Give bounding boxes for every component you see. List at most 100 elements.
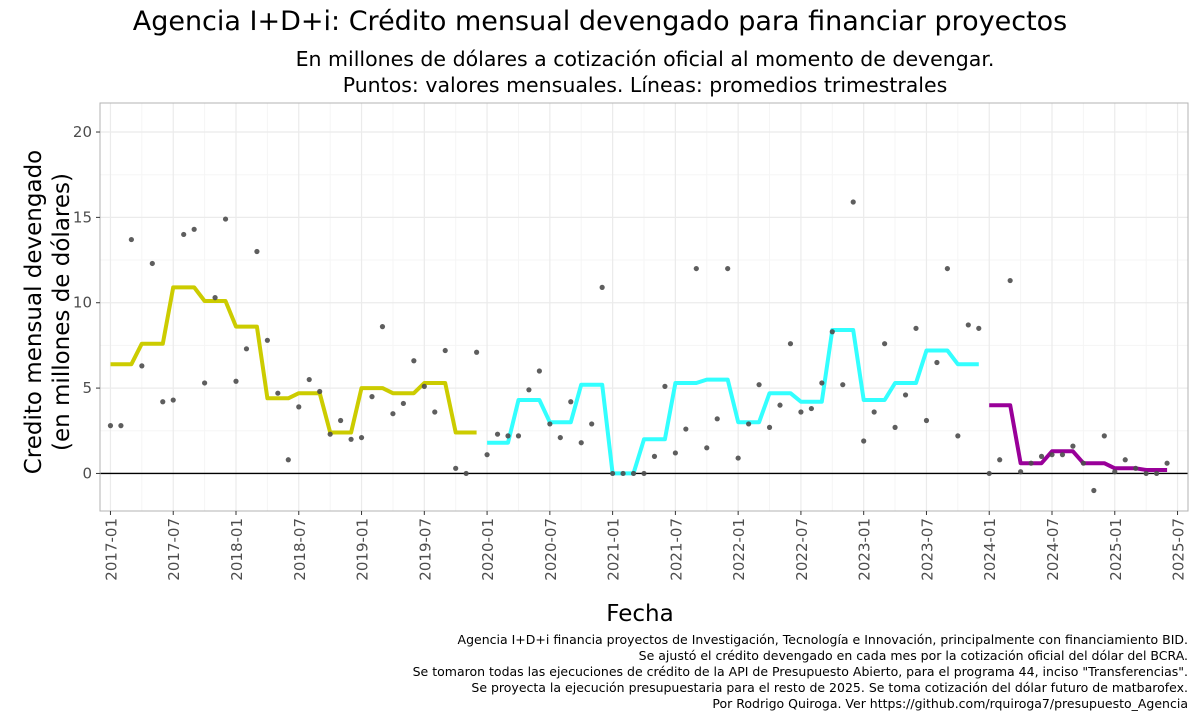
data-point xyxy=(850,199,856,205)
data-point xyxy=(494,431,501,437)
data-point xyxy=(798,409,804,415)
data-point xyxy=(254,248,260,255)
data-point xyxy=(181,231,187,238)
data-point xyxy=(1133,465,1139,471)
data-point xyxy=(369,394,375,400)
data-point xyxy=(892,424,898,430)
x-tick-label: 2020-01 xyxy=(479,518,497,581)
data-point xyxy=(379,324,386,330)
data-point xyxy=(285,457,291,463)
data-point xyxy=(202,380,208,386)
data-point xyxy=(1018,469,1024,475)
panel-border xyxy=(99,102,1189,512)
data-point xyxy=(714,416,720,422)
data-point xyxy=(944,265,950,272)
data-point xyxy=(536,368,542,374)
x-tick-label: 2017-01 xyxy=(102,518,120,581)
caption-line: Por Rodrigo Quiroga. Ver https://github.… xyxy=(712,696,1188,711)
data-point xyxy=(557,434,563,441)
data-point xyxy=(128,236,134,243)
data-point xyxy=(578,440,584,446)
minor-gridlines xyxy=(100,103,1188,511)
data-point xyxy=(976,325,982,331)
data-point xyxy=(620,470,626,477)
x-axis-ticks: 2017-01 2017-07 2018-01 2018-07 2019-01 2019-… xyxy=(102,511,1188,581)
data-point xyxy=(1007,277,1013,284)
x-tick-label: 2021-07 xyxy=(667,518,685,581)
data-point xyxy=(400,400,406,407)
data-point xyxy=(819,380,825,386)
series-line xyxy=(487,328,979,476)
data-point xyxy=(1091,487,1097,494)
x-tick-label: 2019-01 xyxy=(354,518,372,581)
data-point xyxy=(547,421,553,427)
data-point xyxy=(442,347,448,354)
data-point xyxy=(955,433,961,439)
data-point xyxy=(902,392,909,398)
data-point xyxy=(861,438,867,444)
data-point xyxy=(317,388,323,395)
data-point xyxy=(1164,460,1170,466)
data-point xyxy=(766,424,773,430)
data-point xyxy=(338,417,344,424)
data-point xyxy=(589,421,595,427)
data-point xyxy=(327,431,333,437)
data-point xyxy=(421,383,427,389)
data-point xyxy=(474,349,480,355)
series-line xyxy=(989,403,1168,472)
data-point xyxy=(170,397,176,403)
data-point xyxy=(358,434,365,441)
x-tick-label: 2021-01 xyxy=(605,518,623,581)
major-gridlines xyxy=(100,103,1188,511)
y-tick-label: 0 xyxy=(82,464,92,482)
y-axis-title-line-1: Credito mensual devengado xyxy=(21,150,47,475)
y-tick-label: 10 xyxy=(73,294,92,312)
x-tick-label: 2023-01 xyxy=(856,518,874,581)
chart-title: Agencia I+D+i: Crédito mensual devengado… xyxy=(132,6,1068,37)
x-tick-label: 2024-07 xyxy=(1044,518,1062,581)
data-point xyxy=(191,226,197,232)
data-point xyxy=(453,465,459,471)
data-point xyxy=(348,436,354,442)
data-point xyxy=(568,399,574,405)
x-tick-label: 2020-07 xyxy=(542,518,560,581)
data-point xyxy=(599,284,605,290)
data-point xyxy=(662,383,668,389)
data-point xyxy=(829,329,835,335)
data-point xyxy=(913,325,919,331)
series-lines xyxy=(110,285,1168,476)
data-point xyxy=(735,455,741,461)
x-tick-label: 2018-01 xyxy=(228,518,246,581)
data-point xyxy=(296,404,302,410)
data-point xyxy=(411,358,417,364)
data-point xyxy=(610,470,616,477)
data-point xyxy=(840,382,846,388)
data-point xyxy=(306,376,312,383)
data-point xyxy=(505,433,511,439)
x-tick-label: 2017-07 xyxy=(165,518,183,581)
panel-border-rect xyxy=(99,102,1189,512)
data-point xyxy=(693,265,699,272)
data-point xyxy=(526,387,532,393)
y-tick-label: 5 xyxy=(82,379,92,397)
caption-line: Se proyecta la ejecución presupuestaria … xyxy=(471,680,1188,695)
data-point xyxy=(515,433,522,439)
data-point xyxy=(641,470,647,477)
y-axis-ticks: 0 5 10 15 20 xyxy=(73,123,100,482)
data-point xyxy=(965,322,971,328)
data-point xyxy=(160,399,166,405)
data-point xyxy=(1143,470,1149,477)
x-tick-label: 2018-07 xyxy=(291,518,309,581)
data-point xyxy=(871,409,877,415)
data-point xyxy=(1049,452,1055,458)
data-point xyxy=(212,295,218,301)
data-point xyxy=(787,341,794,347)
chart-subtitle-line-2: Puntos: valores mensuales. Líneas: prome… xyxy=(342,73,948,97)
data-point xyxy=(1080,460,1086,466)
data-point xyxy=(1070,443,1076,449)
data-point xyxy=(107,423,114,429)
data-point xyxy=(1154,470,1160,477)
x-tick-label: 2022-01 xyxy=(730,518,748,581)
chart-subtitle-line-1: En millones de dólares a cotización ofic… xyxy=(295,47,995,71)
